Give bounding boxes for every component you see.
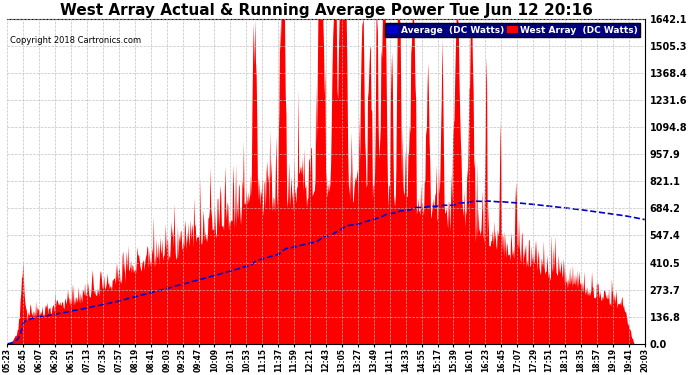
Title: West Array Actual & Running Average Power Tue Jun 12 20:16: West Array Actual & Running Average Powe… <box>59 3 593 18</box>
Legend: Average  (DC Watts), West Array  (DC Watts): Average (DC Watts), West Array (DC Watts… <box>385 24 640 37</box>
Text: Copyright 2018 Cartronics.com: Copyright 2018 Cartronics.com <box>10 36 141 45</box>
